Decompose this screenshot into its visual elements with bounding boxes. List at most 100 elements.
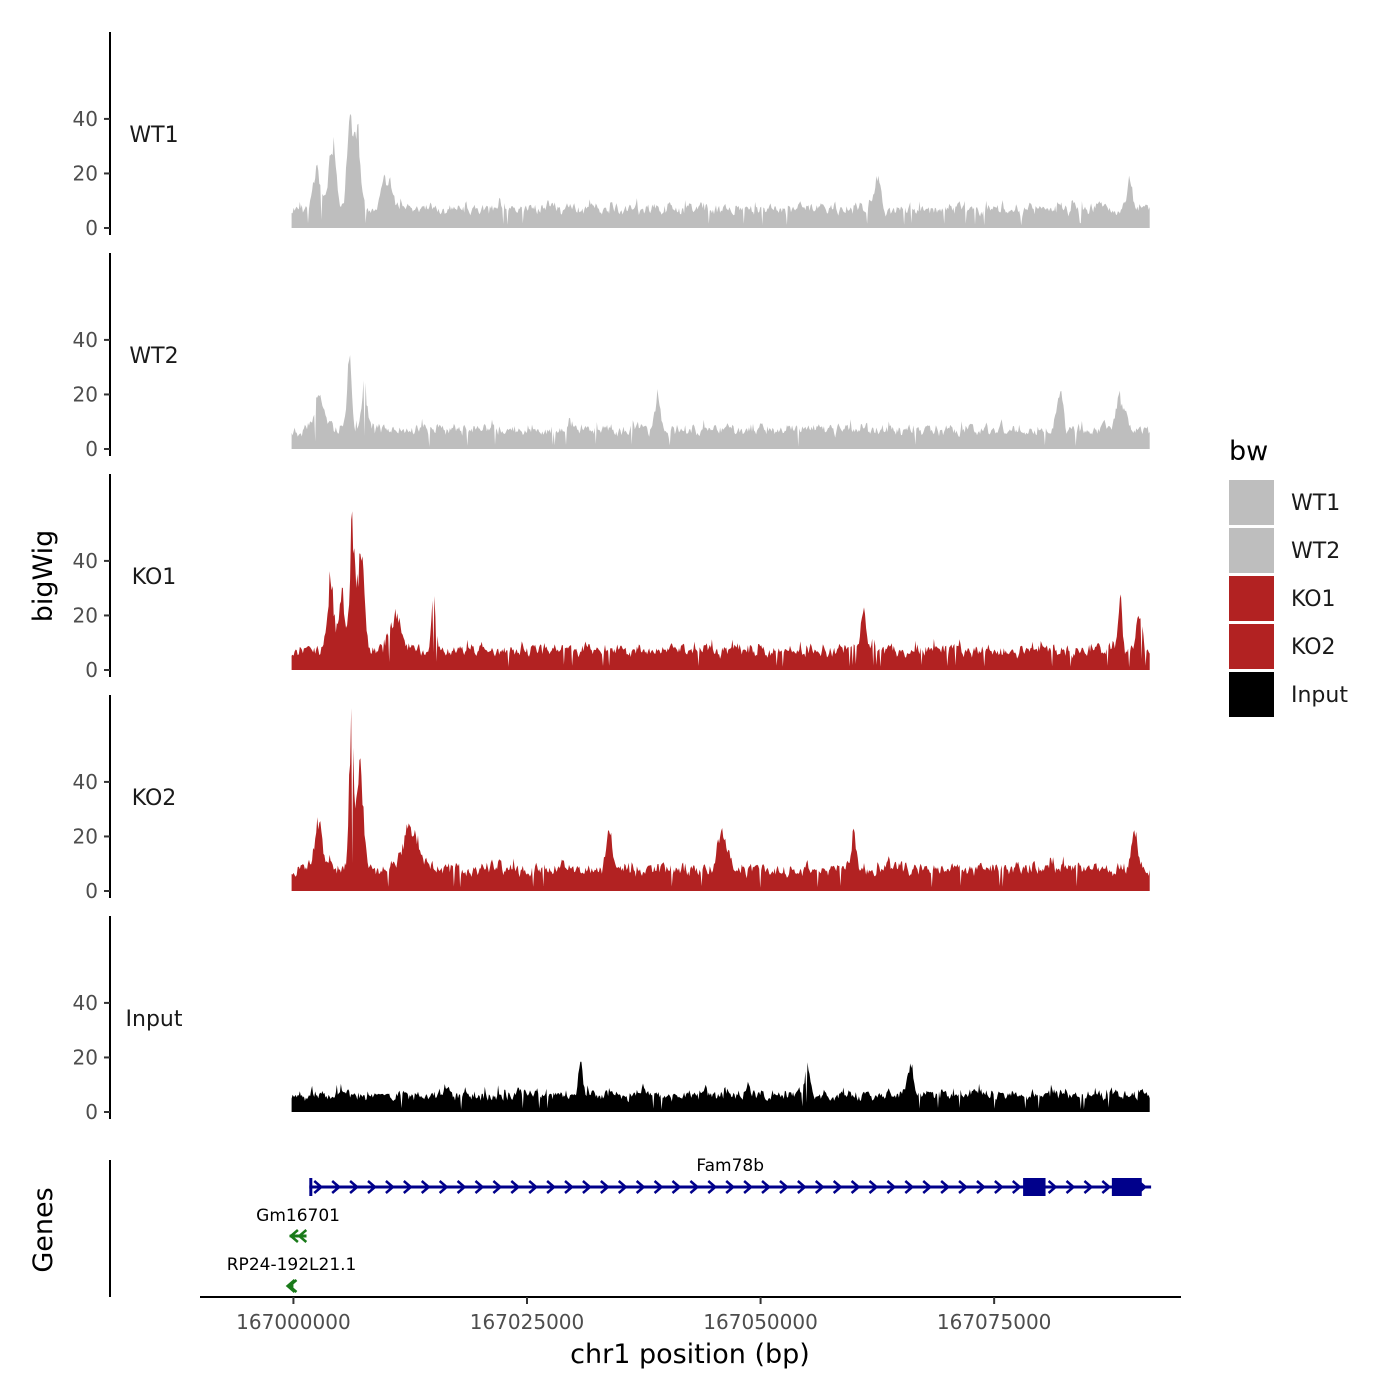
x-tick-label: 167025000 xyxy=(470,1310,585,1334)
strand-arrow xyxy=(635,1180,646,1194)
strand-arrow xyxy=(958,1180,968,1194)
track-label: KO1 xyxy=(132,565,177,590)
genes-axis-title: Genes xyxy=(28,1187,59,1272)
strand-arrow xyxy=(456,1180,467,1194)
strand-arrow xyxy=(761,1180,771,1194)
strand-arrow xyxy=(940,1180,951,1194)
coverage-area xyxy=(291,355,1150,449)
strand-arrow xyxy=(349,1180,360,1194)
legend-title: bw xyxy=(1229,436,1268,467)
gene-fam78b: Fam78b xyxy=(309,1156,1152,1196)
x-tick-label: 167000000 xyxy=(236,1310,351,1334)
legend-label-input: Input xyxy=(1291,683,1348,708)
strand-arrow xyxy=(288,1229,299,1243)
legend-label-ko2: KO2 xyxy=(1291,635,1336,660)
strand-arrow xyxy=(832,1180,843,1194)
strand-arrow xyxy=(492,1180,503,1194)
coverage-area xyxy=(291,708,1150,891)
exon xyxy=(1023,1178,1046,1196)
y-tick-label: 40 xyxy=(73,770,98,794)
legend-key-wt2 xyxy=(1229,528,1274,573)
y-tick-label: 0 xyxy=(85,658,98,682)
strand-arrow xyxy=(868,1180,879,1194)
track-wt1: 0 20 40 WT1 xyxy=(73,32,1150,240)
legend-key-ko2 xyxy=(1229,624,1274,669)
strand-arrow xyxy=(403,1180,413,1194)
strand-arrow xyxy=(725,1180,736,1194)
strand-arrow xyxy=(779,1180,789,1194)
strand-arrow xyxy=(886,1180,897,1194)
strand-arrow xyxy=(922,1180,933,1194)
y-tick-label: 40 xyxy=(73,328,98,352)
strand-arrow xyxy=(1011,1180,1022,1194)
y-tick-label: 20 xyxy=(73,824,98,848)
strand-arrow xyxy=(420,1180,431,1194)
strand-arrow xyxy=(474,1180,485,1194)
strand-arrow xyxy=(707,1180,718,1194)
coverage-area xyxy=(291,113,1150,228)
strand-arrow xyxy=(1065,1180,1076,1194)
track-label: WT1 xyxy=(129,123,178,148)
strand-arrow xyxy=(367,1180,377,1194)
gene-panel: Fam78b Gm16701 RP24-192L21.1 xyxy=(109,1156,1152,1297)
track-label: KO2 xyxy=(132,786,177,811)
strand-arrow xyxy=(438,1180,449,1194)
strand-arrow xyxy=(797,1180,807,1194)
strand-arrow xyxy=(1047,1180,1058,1194)
strand-arrow xyxy=(689,1180,700,1194)
y-tick-label: 20 xyxy=(73,603,98,627)
strand-arrow xyxy=(1101,1180,1112,1194)
legend-key-ko1 xyxy=(1229,576,1274,621)
x-tick-label: 167050000 xyxy=(703,1310,818,1334)
strand-arrow xyxy=(287,1279,298,1293)
strand-arrow xyxy=(850,1180,861,1194)
strand-arrow xyxy=(1083,1180,1094,1194)
legend-label-wt1: WT1 xyxy=(1291,491,1340,516)
track-ko2: 0 20 40 KO2 xyxy=(73,695,1150,903)
legend-label-wt2: WT2 xyxy=(1291,539,1340,564)
strand-arrow xyxy=(743,1180,754,1194)
strand-arrow xyxy=(617,1180,628,1194)
gene-gm16701: Gm16701 xyxy=(256,1206,340,1243)
legend: bw WT1 WT2 KO1 KO2 Input xyxy=(1229,436,1348,717)
legend-label-ko1: KO1 xyxy=(1291,587,1336,612)
track-input: 0 20 40 Input xyxy=(73,916,1150,1124)
strand-arrow xyxy=(564,1180,574,1194)
gene-rp24-192l21.1: RP24-192L21.1 xyxy=(227,1255,357,1293)
y-tick-label: 20 xyxy=(73,1045,98,1069)
bigwig-tracks: 0 20 40 WT1 0 20 40 WT2 0 20 40 KO1 0 20 40 KO2 0 20 40 Inp… xyxy=(73,32,1150,1124)
y-tick-label: 0 xyxy=(85,879,98,903)
y-tick-label: 0 xyxy=(85,437,98,461)
strand-arrow xyxy=(313,1180,324,1194)
legend-key-wt1 xyxy=(1229,480,1274,525)
y-tick-label: 20 xyxy=(73,382,98,406)
y-tick-label: 0 xyxy=(85,1100,98,1124)
track-wt2: 0 20 40 WT2 xyxy=(73,253,1150,461)
strand-arrow xyxy=(385,1180,395,1194)
strand-arrow xyxy=(510,1180,521,1194)
gene-label: Fam78b xyxy=(696,1156,764,1176)
x-axis-title: chr1 position (bp) xyxy=(570,1339,810,1370)
strand-arrow xyxy=(994,1180,1004,1194)
strand-arrow xyxy=(976,1180,986,1194)
strand-arrow xyxy=(582,1180,592,1194)
x-axis: 167000000 167025000 167050000 167075000 xyxy=(200,1296,1181,1334)
y-tick-label: 40 xyxy=(73,549,98,573)
exon xyxy=(309,1178,313,1196)
strand-arrow xyxy=(671,1180,682,1194)
strand-arrow xyxy=(814,1180,825,1194)
gene-label: Gm16701 xyxy=(256,1206,340,1226)
track-label: WT2 xyxy=(129,344,178,369)
y-axis-title: bigWig xyxy=(28,530,59,623)
coverage-area xyxy=(291,1061,1150,1112)
exon xyxy=(1111,1178,1142,1196)
y-tick-label: 40 xyxy=(73,107,98,131)
y-tick-label: 0 xyxy=(85,216,98,240)
gene-label: RP24-192L21.1 xyxy=(227,1255,357,1275)
y-tick-label: 40 xyxy=(73,991,98,1015)
track-label: Input xyxy=(126,1007,183,1032)
strand-arrow xyxy=(653,1180,664,1194)
strand-arrow xyxy=(297,1229,308,1243)
coverage-area xyxy=(291,511,1150,670)
